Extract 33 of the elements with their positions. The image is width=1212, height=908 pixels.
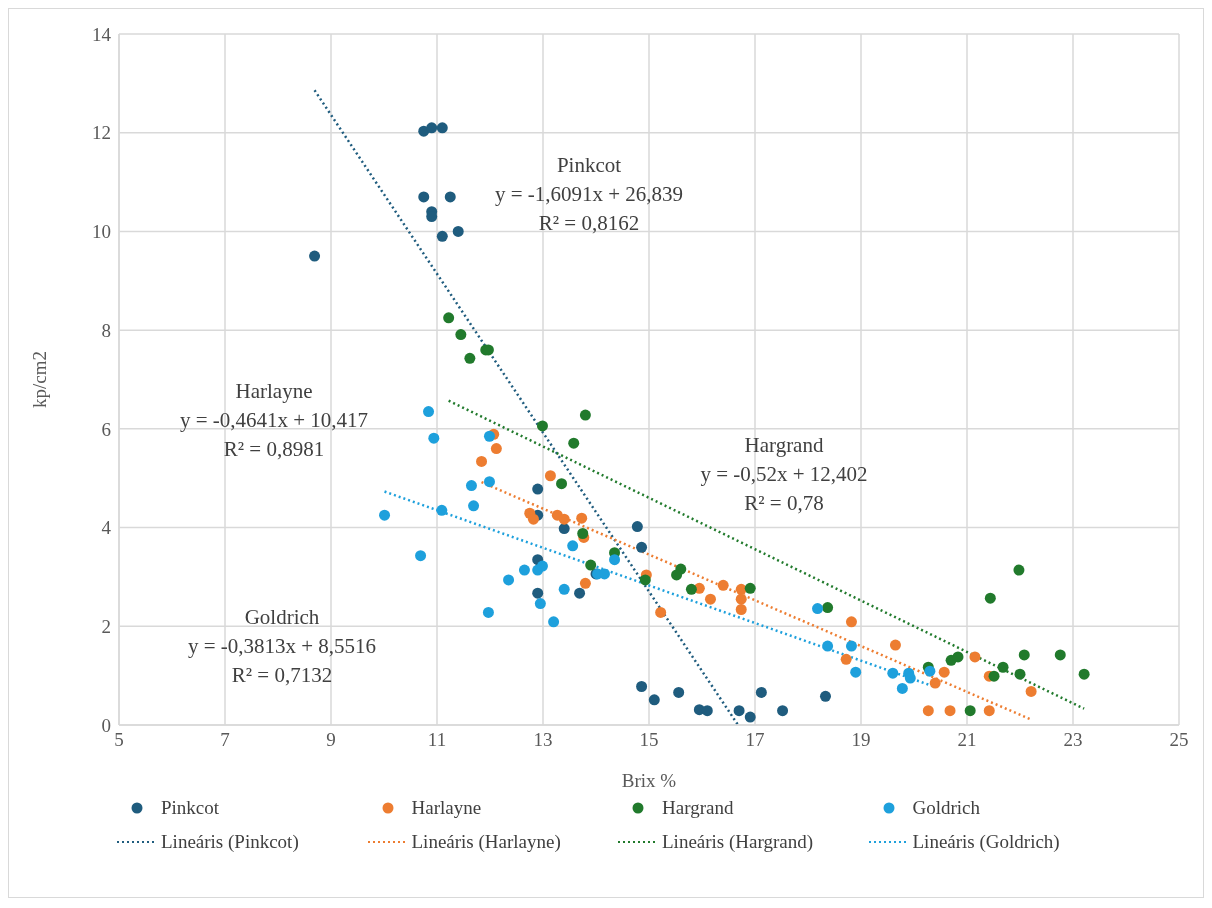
x-tick-label: 21 bbox=[957, 729, 977, 751]
legend-label: Lineáris (Hargrand) bbox=[662, 831, 814, 853]
legend-label: Lineáris (Goldrich) bbox=[912, 831, 1060, 853]
legend-label: Hargrand bbox=[662, 797, 734, 819]
x-tick-label: 17 bbox=[745, 729, 765, 751]
x-tick-label: 23 bbox=[1063, 729, 1083, 751]
legend-label: Pinkcot bbox=[161, 797, 220, 819]
x-tick-label: 11 bbox=[427, 729, 447, 751]
x-tick-label: 7 bbox=[220, 729, 230, 751]
annotation: Pinkcot y = -1,6091x + 26,839 R² = 0,8162 bbox=[493, 152, 685, 237]
y-tick-label: 12 bbox=[92, 122, 111, 144]
y-axis-title: kp/cm2 bbox=[28, 351, 50, 408]
legend-label: Harlayne bbox=[411, 797, 482, 819]
y-tick-label: 0 bbox=[101, 714, 111, 736]
x-tick-label: 15 bbox=[639, 729, 659, 751]
x-tick-label: 13 bbox=[533, 729, 553, 751]
x-tick-label: 9 bbox=[326, 729, 336, 751]
y-tick-label: 4 bbox=[101, 517, 112, 539]
x-axis-title: Brix % bbox=[621, 770, 677, 791]
annotation: Harlayne y = -0,4641x + 10,417 R² = 0,8981 bbox=[178, 378, 370, 463]
x-tick-label: 5 bbox=[114, 729, 124, 751]
legend-label: Goldrich bbox=[912, 797, 981, 819]
y-tick-label: 8 bbox=[101, 319, 111, 341]
y-tick-label: 14 bbox=[92, 23, 112, 45]
y-tick-label: 2 bbox=[101, 616, 111, 638]
x-tick-label: 19 bbox=[851, 729, 871, 751]
annotation: Goldrich y = -0,3813x + 8,5516 R² = 0,7132 bbox=[186, 604, 378, 689]
y-tick-label: 6 bbox=[101, 418, 111, 440]
legend-label: Lineáris (Harlayne) bbox=[411, 831, 561, 853]
annotation: Hargrand y = -0,52x + 12,402 R² = 0,78 bbox=[699, 432, 869, 517]
legend-label: Lineáris (Pinkcot) bbox=[161, 831, 299, 853]
x-tick-label: 25 bbox=[1169, 729, 1189, 751]
y-tick-label: 10 bbox=[92, 221, 111, 243]
